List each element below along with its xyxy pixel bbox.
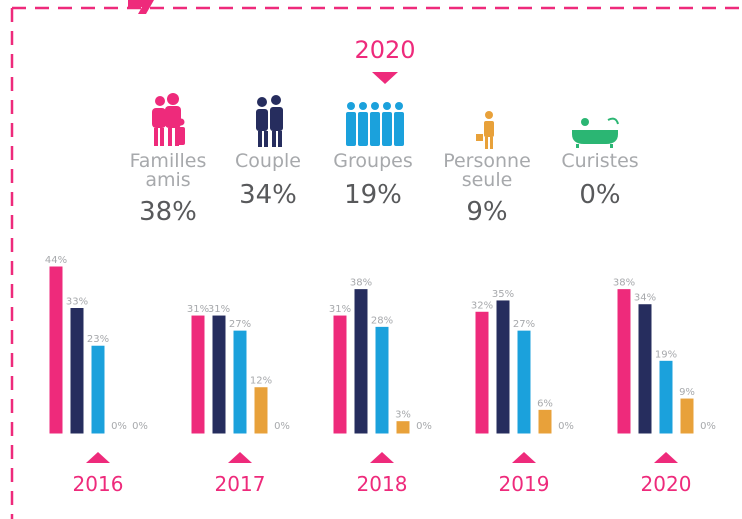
year-pointer — [512, 452, 536, 463]
corner-shape — [128, 0, 154, 14]
item-label: Personne — [443, 150, 531, 172]
icon-spa — [572, 117, 619, 148]
bar — [333, 315, 347, 434]
bar-label: 35% — [492, 289, 514, 300]
bar-label: 19% — [655, 349, 677, 360]
bar-label: 23% — [87, 334, 109, 345]
bar — [375, 326, 389, 434]
bar — [638, 304, 652, 434]
bar-label: 38% — [350, 278, 372, 289]
bar-label: 27% — [229, 319, 251, 330]
bar — [49, 266, 63, 434]
bar — [212, 315, 226, 434]
item-label: seule — [462, 169, 513, 191]
item-value: 9% — [466, 197, 507, 227]
item-value: 38% — [139, 197, 197, 227]
year-pointer — [86, 452, 110, 463]
item-label: Curistes — [561, 150, 638, 172]
year-pointer — [654, 452, 678, 463]
bar-label: 9% — [679, 387, 695, 398]
year-label: 2019 — [499, 472, 550, 496]
bar-label: 0% — [558, 421, 574, 432]
bar — [538, 409, 552, 434]
bar — [659, 360, 673, 434]
item-label: Familles — [130, 150, 207, 172]
year-label: 2020 — [641, 472, 692, 496]
summary-title: 2020 — [354, 36, 415, 64]
bar — [254, 387, 268, 434]
bar-label: 44% — [45, 255, 67, 266]
bar-label: 0% — [700, 421, 716, 432]
item-value: 34% — [239, 180, 297, 210]
bar — [233, 330, 247, 434]
bar — [680, 398, 694, 434]
icon-family — [152, 93, 185, 146]
item-value: 0% — [579, 180, 620, 210]
bar — [191, 315, 205, 434]
bar — [496, 300, 510, 434]
year-label: 2017 — [215, 472, 266, 496]
bar-label: 34% — [634, 293, 656, 304]
item-value: 19% — [344, 180, 402, 210]
year-label: 2016 — [73, 472, 124, 496]
bar-label: 38% — [613, 278, 635, 289]
icon-couple — [256, 95, 283, 147]
bar — [617, 289, 631, 434]
bar-label: 3% — [395, 410, 411, 421]
bar-label: 0% — [132, 421, 148, 432]
bar — [91, 345, 105, 434]
pointer — [372, 72, 398, 84]
item-label: Groupes — [333, 150, 412, 172]
bar-label: 0% — [274, 421, 290, 432]
item-label: Couple — [235, 150, 301, 172]
item-label: amis — [145, 169, 190, 191]
bar — [396, 421, 410, 434]
bar-label: 31% — [208, 304, 230, 315]
bar-chart: 44%33%23%0% 0%201631%31%27%12%0%201731%38… — [45, 255, 716, 496]
bar — [70, 308, 84, 434]
bar-label: 28% — [371, 315, 393, 326]
bar — [354, 289, 368, 434]
bar-label: 31% — [329, 304, 351, 315]
bar-label: 6% — [537, 398, 553, 409]
year-label: 2018 — [357, 472, 408, 496]
bar-label: 33% — [66, 297, 88, 308]
bar — [517, 330, 531, 434]
bar-label: 0% — [111, 421, 127, 432]
bar-label: 12% — [250, 376, 272, 387]
bar — [475, 311, 489, 434]
year-pointer — [370, 452, 394, 463]
year-pointer — [228, 452, 252, 463]
icon-group — [346, 102, 404, 146]
bar-label: 32% — [471, 300, 493, 311]
icon-single — [476, 111, 494, 149]
bar-label: 31% — [187, 304, 209, 315]
bar-label: 27% — [513, 319, 535, 330]
bar-label: 0% — [416, 421, 432, 432]
